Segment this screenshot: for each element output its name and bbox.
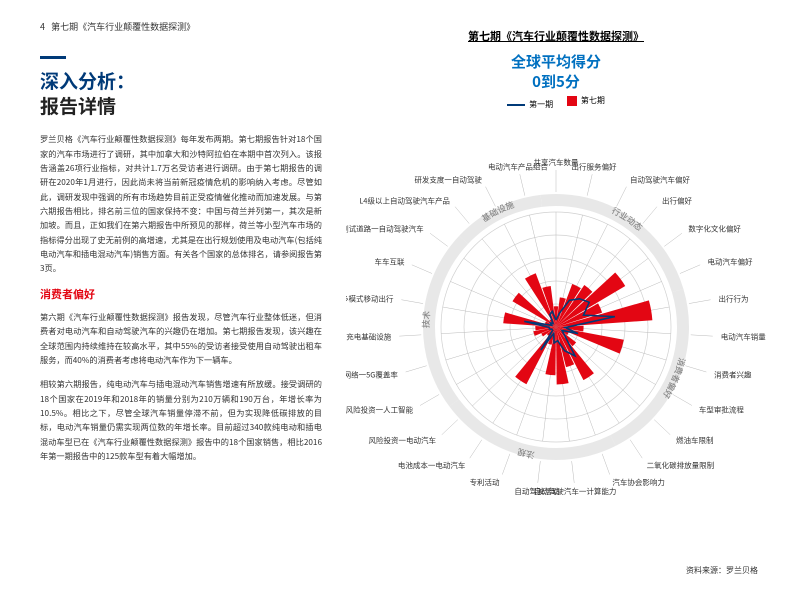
svg-text:基础设施: 基础设施	[479, 198, 516, 224]
spoke-label: L4级以上自动驾驶汽车产品	[359, 196, 450, 207]
spoke-label: 出行行为	[718, 293, 748, 304]
section-title-1: 深入分析：	[40, 69, 322, 94]
radar-chart: 行业动态消费者偏好法规技术基础设施共享汽车数量出行服务偏好自动驾驶汽车偏好出行偏…	[346, 112, 766, 532]
legend-period-7: 第七期	[567, 95, 605, 106]
spoke-label: 车型审批流程	[699, 405, 744, 416]
spoke-label: 电动汽车偏好	[708, 257, 753, 268]
subhead-consumer: 消费者偏好	[40, 286, 322, 302]
legend-box-icon	[567, 96, 577, 106]
page-number: 4	[40, 20, 45, 33]
paragraph-3: 相较第六期报告，纯电动汽车与插电混动汽车销售增速有所放缓。接受调研的18个国家在…	[40, 377, 322, 463]
accent-bar	[40, 56, 66, 59]
spoke-label: 电动汽车销量	[721, 332, 766, 343]
chart-score-title: 全球平均得分 0到5分	[340, 52, 772, 91]
spoke-label: 多模式移动出行	[346, 293, 394, 304]
spoke-label: 移动网络一5G覆盖率	[346, 369, 398, 380]
spoke-label: 自动驾驶活动	[514, 486, 559, 497]
spoke-label: 电动汽车产品组合	[488, 161, 548, 172]
spoke-label: 消费者兴趣	[714, 369, 752, 380]
spoke-label: 燃油车限制	[676, 435, 714, 446]
doc-title: 第七期《汽车行业颠覆性数据探测》	[51, 20, 195, 33]
spoke-label: 数字化文化偏好	[688, 223, 741, 234]
left-column: 深入分析： 报告详情 罗兰贝格《汽车行业颠覆性数据探测》每年发布两期。第七期报告…	[40, 28, 340, 582]
svg-text:技术: 技术	[420, 310, 433, 328]
right-column: 第七期《汽车行业颠覆性数据探测》 全球平均得分 0到5分 第一期 第七期 行业动…	[340, 28, 772, 582]
spoke-label: 出行服务偏好	[572, 161, 617, 172]
section-title-2: 报告详情	[40, 94, 322, 119]
spoke-label: 专利活动	[470, 477, 500, 488]
spoke-label: 电动汽车充电基础设施	[346, 332, 392, 343]
spoke-label: 研发支度一自动驾驶	[414, 175, 482, 186]
legend-line-icon	[507, 104, 525, 106]
spoke-label: 出行偏好	[662, 196, 692, 207]
chart-source: 资料来源：罗兰贝格	[686, 565, 758, 576]
spoke-label: 电池成本一电动汽车	[398, 460, 466, 471]
spoke-label: 风险投资一人工智能	[346, 405, 414, 416]
spoke-label: 汽车协会影响力	[612, 477, 665, 488]
paragraph-2: 第六期《汽车行业颠覆性数据探测》报告发现，尽管汽车行业整体低迷，但消费者对电动汽…	[40, 310, 322, 367]
paragraph-1: 罗兰贝格《汽车行业颠覆性数据探测》每年发布两期。第七期报告针对18个国家的汽车市…	[40, 132, 322, 275]
spoke-label: 风险投资一电动汽车	[368, 435, 436, 446]
page-header: 4 第七期《汽车行业颠覆性数据探测》	[40, 20, 195, 33]
legend-period-1: 第一期	[507, 99, 553, 110]
spoke-label: 测试道路一自动驾驶汽车	[346, 223, 424, 234]
chart-legend: 第一期 第七期	[340, 95, 772, 110]
chart-title: 第七期《汽车行业颠覆性数据探测》	[340, 28, 772, 44]
spoke-label: 车车互联	[374, 257, 404, 268]
spoke-label: 二氧化碳排放量限制	[647, 460, 715, 471]
spoke-label: 自动驾驶汽车偏好	[630, 175, 690, 186]
